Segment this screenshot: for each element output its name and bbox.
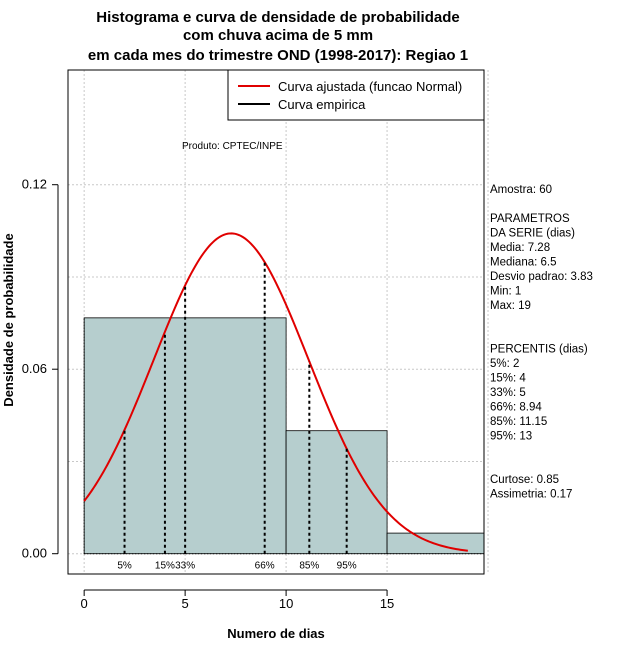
x-tick-label: 15 — [380, 596, 394, 611]
stats-line: DA SERIE (dias) — [490, 228, 575, 240]
x-tick-label: 0 — [81, 596, 88, 611]
histogram-bar-2 — [285, 430, 388, 555]
stats-line: Mediana: 6.5 — [490, 257, 557, 269]
stats-line: Assimetria: 0.17 — [490, 489, 572, 501]
legend: Curva ajustada (funcao Normal) Curva emp… — [227, 69, 485, 121]
stats-line: 66%: 8.94 — [490, 402, 542, 414]
x-tick-label: 5 — [182, 596, 189, 611]
stats-line: Min: 1 — [490, 286, 521, 298]
x-axis-label: Numero de dias — [227, 626, 325, 641]
chart-title: Histograma e curva de densidade de proba… — [88, 9, 468, 64]
y-tick-label: 0.06 — [22, 361, 47, 376]
stats-line: 15%: 4 — [490, 373, 526, 385]
stats-line: Media: 7.28 — [490, 242, 550, 254]
percentile-label-95: 95% — [337, 561, 357, 572]
histogram-bars — [83, 317, 485, 555]
stats-line: 33%: 5 — [490, 387, 526, 399]
stats-line: Amostra: 60 — [490, 184, 552, 196]
stats-line: PERCENTIS (dias) — [490, 344, 588, 356]
fitted-normal-curve — [83, 232, 468, 552]
stats-line: 5%: 2 — [490, 358, 519, 370]
percentile-label-66: 66% — [255, 561, 275, 572]
percentile-label-5: 5% — [117, 561, 132, 572]
stats-line: 85%: 11.15 — [490, 416, 547, 428]
statistics-panel: Amostra: 60 PARAMETROS DA SERIE (dias) Me… — [490, 184, 593, 501]
percentile-lines: 5% 15% 33% 66% 85% 95% — [117, 262, 357, 572]
title-line-2: com chuva acima de 5 mm — [183, 27, 373, 44]
legend-box — [227, 69, 485, 121]
x-tick-label: 10 — [279, 596, 293, 611]
y-tick-label: 0.12 — [22, 177, 47, 192]
percentile-label-15: 15% — [155, 561, 175, 572]
legend-empirical-label: Curva empirica — [278, 97, 366, 112]
y-tick-label: 0.00 — [22, 546, 47, 561]
axes: 0 5 10 15 0.00 0.06 0.12 — [22, 177, 395, 611]
stats-line: 95%: 13 — [490, 431, 532, 443]
stats-line: Desvio padrao: 3.83 — [490, 271, 593, 283]
stats-line: PARAMETROS — [490, 213, 570, 225]
stats-line: Curtose: 0.85 — [490, 474, 559, 486]
legend-fitted-label: Curva ajustada (funcao Normal) — [278, 79, 462, 94]
product-annotation: Produto: CPTEC/INPE — [182, 141, 283, 152]
title-line-1: Histograma e curva de densidade de proba… — [96, 9, 459, 26]
y-axis-label: Densidade de probabilidade — [1, 233, 16, 406]
percentile-label-33: 33% — [175, 561, 195, 572]
title-line-3: em cada mes do trimestre OND (1998-2017)… — [88, 47, 468, 64]
percentile-label-85: 85% — [299, 561, 319, 572]
fitted-curve-group — [83, 232, 468, 552]
stats-line: Max: 19 — [490, 300, 531, 312]
